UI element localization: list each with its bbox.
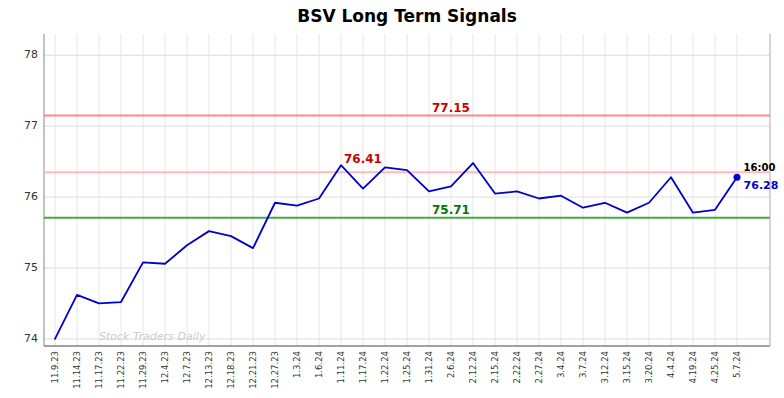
grid-line-x xyxy=(451,34,452,346)
grid-line-x xyxy=(319,34,320,346)
y-axis-line xyxy=(44,34,45,346)
x-tick-label: 2.22.24 xyxy=(512,351,522,383)
grid-line-x xyxy=(517,34,518,346)
grid-line-x xyxy=(583,34,584,346)
x-tick-label: 3.7.24 xyxy=(578,351,588,378)
grid-line-x xyxy=(627,34,628,346)
grid-line-x xyxy=(187,34,188,346)
grid-line-x xyxy=(165,34,166,346)
grid-line-x xyxy=(363,34,364,346)
annotation: 75.71 xyxy=(432,203,470,217)
x-tick-label: 4.4.24 xyxy=(666,351,676,378)
grid-line-x xyxy=(253,34,254,346)
y-tick-label: 76 xyxy=(24,190,38,203)
x-tick-label: 4.25.24 xyxy=(710,351,720,383)
grid-line-x xyxy=(77,34,78,346)
grid-line-x xyxy=(209,34,210,346)
grid-line-x xyxy=(407,34,408,346)
watermark: Stock Traders Daily xyxy=(99,330,206,343)
x-tick-label: 12.13.23 xyxy=(204,351,214,389)
grid xyxy=(44,34,770,346)
grid-line-x xyxy=(297,34,298,346)
x-tick-label: 4.19.24 xyxy=(688,351,698,383)
x-tick-label: 2.6.24 xyxy=(446,351,456,378)
y-tick-label: 77 xyxy=(24,119,38,132)
x-tick-label: 3.20.24 xyxy=(644,351,654,383)
x-tick-label: 2.27.24 xyxy=(534,351,544,383)
title: BSV Long Term Signals xyxy=(297,6,517,26)
y-tick-label: 74 xyxy=(24,332,38,345)
x-tick-label: 11.17.23 xyxy=(94,351,104,389)
x-tick-label: 1.22.24 xyxy=(380,351,390,383)
x-tick-label: 2.15.24 xyxy=(490,351,500,383)
grid-line-x xyxy=(495,34,496,346)
x-tick-label: 12.4.23 xyxy=(160,351,170,383)
last-time-label: 16:00 xyxy=(744,162,776,173)
x-tick-label: 11.9.23 xyxy=(50,351,60,383)
x-axis-line xyxy=(44,346,770,347)
last-price-label: 76.28 xyxy=(744,179,779,192)
x-tick-label: 3.4.24 xyxy=(556,351,566,378)
grid-line-x xyxy=(341,34,342,346)
chart: 74 75 76 77 78 11.9.23 11.14.23 11.17.23 11.22.2… xyxy=(0,0,784,398)
x-tick-label: 12.7.23 xyxy=(182,351,192,383)
x-tick-label: 5.7.24 xyxy=(732,351,742,378)
x-tick-label: 1.31.24 xyxy=(424,351,434,383)
grid-line-x xyxy=(671,34,672,346)
grid-line-x xyxy=(121,34,122,346)
grid-line-x xyxy=(473,34,474,346)
annotation: 77.15 xyxy=(432,101,470,115)
grid-line-x xyxy=(605,34,606,346)
grid-line-x xyxy=(561,34,562,346)
reference-line xyxy=(44,115,770,117)
grid-line-x xyxy=(737,34,738,346)
plot-area xyxy=(44,116,770,339)
x-tick-label: 11.29.23 xyxy=(138,351,148,389)
grid-line-x xyxy=(693,34,694,346)
grid-line-x xyxy=(539,34,540,346)
x-tick-label: 12.18.23 xyxy=(226,351,236,389)
x-tick-label: 1.6.24 xyxy=(314,351,324,378)
x-tick-label: 12.21.23 xyxy=(248,351,258,389)
grid-line-x xyxy=(649,34,650,346)
grid-line-x xyxy=(715,34,716,346)
x-tick-label: 3.15.24 xyxy=(622,351,632,383)
x-tick-label: 1.3.24 xyxy=(292,351,302,378)
last-point xyxy=(734,174,741,181)
x-tick-label: 11.22.23 xyxy=(116,351,126,389)
x-tick-label: 11.14.23 xyxy=(72,351,82,389)
grid-line-x xyxy=(143,34,144,346)
y-tick-label: 75 xyxy=(24,261,38,274)
x-tick-label: 1.25.24 xyxy=(402,351,412,383)
x-tick-label: 2.12.24 xyxy=(468,351,478,383)
x-tick-label: 3.12.24 xyxy=(600,351,610,383)
annotation: 76.41 xyxy=(344,152,382,166)
price-line xyxy=(55,163,737,339)
reference-line xyxy=(44,171,770,173)
x-tick-label: 12.27.23 xyxy=(270,351,280,389)
reference-line xyxy=(44,217,770,219)
grid-line-x xyxy=(385,34,386,346)
grid-line-x xyxy=(275,34,276,346)
grid-line-x xyxy=(99,34,100,346)
x-tick-label: 1.17.24 xyxy=(358,351,368,383)
grid-line-x xyxy=(55,34,56,346)
y-tick-label: 78 xyxy=(24,48,38,61)
grid-line-x xyxy=(231,34,232,346)
x-tick-label: 1.11.24 xyxy=(336,351,346,383)
